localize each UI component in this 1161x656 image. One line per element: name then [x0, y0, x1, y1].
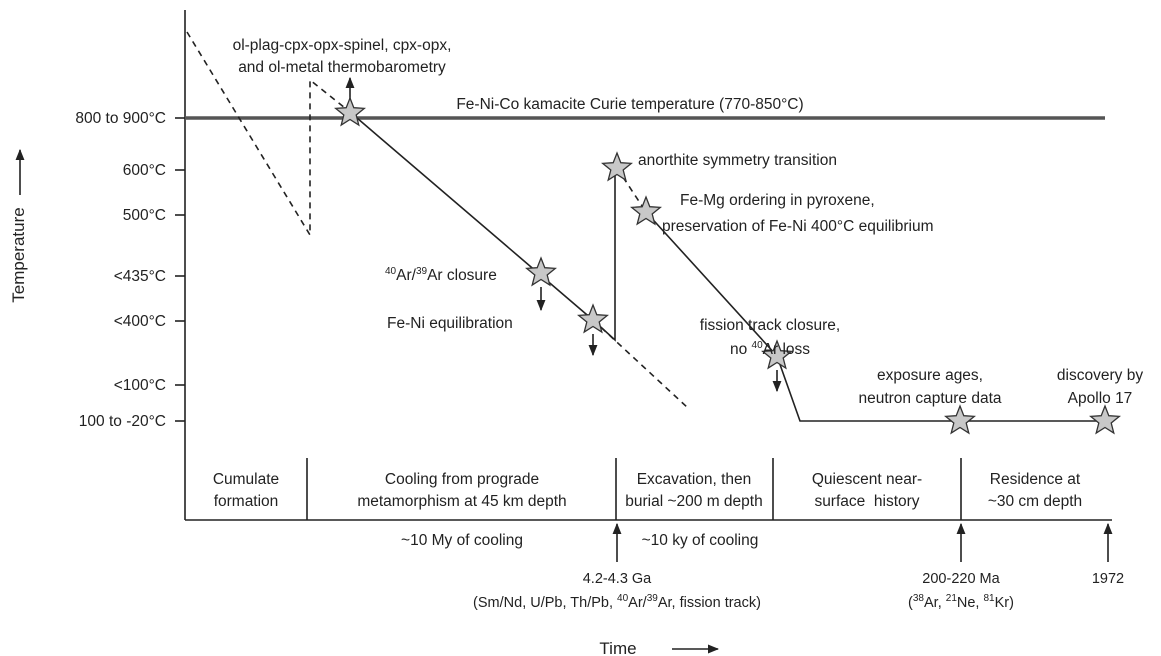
sup: 40	[752, 340, 764, 351]
y-tick-label: <435°C	[114, 268, 166, 285]
date-methods: (Sm/Nd, U/Pb, Th/Pb, 40Ar/39Ar, fission …	[473, 593, 761, 611]
annotation: preservation of Fe-Ni 400°C equilibrium	[662, 218, 934, 235]
dates: 4.2-4.3 Ga (Sm/Nd, U/Pb, Th/Pb, 40Ar/39A…	[473, 522, 1124, 611]
annotation: neutron capture data	[858, 390, 1001, 407]
star	[334, 96, 366, 127]
star	[577, 303, 609, 334]
annotation: Apollo 17	[1068, 390, 1133, 407]
period: surface history	[814, 493, 919, 510]
annotation: fission track closure,	[700, 317, 840, 334]
text: Ar/	[628, 595, 648, 611]
y-tick-label: 500°C	[123, 207, 166, 224]
periods: Cumulate formation Cooling from prograde…	[213, 458, 1082, 549]
star	[1089, 404, 1121, 435]
reheat-path	[616, 167, 647, 213]
y-tick-label: <400°C	[114, 313, 166, 330]
date: 4.2-4.3 Ga	[583, 571, 652, 587]
text: Ar/	[396, 267, 417, 284]
annotation: no 40Ar loss	[730, 340, 810, 358]
annotation: and ol-metal thermobarometry	[238, 59, 446, 76]
star	[761, 339, 793, 370]
annotation: exposure ages,	[877, 367, 983, 384]
date: 200-220 Ma	[922, 571, 1000, 587]
x-axis-title: Time	[599, 639, 636, 656]
star	[525, 256, 557, 287]
sup: 21	[946, 593, 958, 604]
curie-label: Fe-Ni-Co kamacite Curie temperature (770…	[456, 96, 803, 113]
period: Excavation, then	[637, 471, 752, 488]
axes: Fe-Ni-Co kamacite Curie temperature (770…	[9, 10, 1112, 656]
period: Quiescent near-	[812, 471, 922, 488]
text: Ar closure	[427, 267, 497, 284]
sup: 40	[385, 266, 397, 277]
text: Ar loss	[763, 341, 811, 358]
annotations: ol-plag-cpx-opx-spinel, cpx-opx, and ol-…	[233, 37, 1144, 407]
sup: 38	[913, 593, 925, 604]
star	[601, 151, 633, 182]
annotation: discovery by	[1057, 367, 1143, 384]
cooling-path	[349, 111, 616, 342]
text: Ne,	[957, 595, 984, 611]
period: metamorphism at 45 km depth	[357, 493, 566, 510]
y-tick-label: <100°C	[114, 377, 166, 394]
stars	[334, 96, 1121, 435]
text: Kr)	[995, 595, 1014, 611]
annotation: anorthite symmetry transition	[638, 152, 837, 169]
sup: 39	[416, 266, 428, 277]
period: burial ~200 m depth	[625, 493, 762, 510]
text: (	[908, 595, 913, 611]
period: Cumulate	[213, 471, 279, 488]
date-methods: (38Ar, 21Ne, 81Kr)	[908, 593, 1014, 611]
text: no	[730, 341, 752, 358]
period: formation	[214, 493, 279, 510]
sup: 40	[617, 593, 629, 604]
annotation: 40Ar/39Ar closure	[385, 266, 497, 284]
star	[944, 404, 976, 435]
y-tick-label: 100 to -20°C	[79, 413, 166, 430]
duration: ~10 My of cooling	[401, 532, 523, 549]
annotation: Fe-Ni equilibration	[387, 315, 513, 332]
annotation: ol-plag-cpx-opx-spinel, cpx-opx,	[233, 37, 452, 54]
text: Ar,	[924, 595, 946, 611]
star	[630, 195, 662, 226]
y-axis-title: Temperature	[9, 207, 28, 302]
text: Ar, fission track)	[658, 595, 761, 611]
period: Residence at	[990, 471, 1081, 488]
sup: 39	[647, 593, 659, 604]
y-tick-label: 800 to 900°C	[75, 110, 166, 127]
text: (Sm/Nd, U/Pb, Th/Pb,	[473, 595, 617, 611]
period: ~30 cm depth	[988, 493, 1082, 510]
period: Cooling from prograde	[385, 471, 539, 488]
y-tick-label: 600°C	[123, 162, 166, 179]
date: 1972	[1092, 571, 1124, 587]
y-ticks: 800 to 900°C 600°C 500°C <435°C <400°C <100°C…	[75, 110, 185, 430]
annotation: Fe-Mg ordering in pyroxene,	[680, 192, 875, 209]
path	[186, 31, 1105, 422]
duration: ~10 ky of cooling	[642, 532, 759, 549]
sup: 81	[983, 593, 995, 604]
